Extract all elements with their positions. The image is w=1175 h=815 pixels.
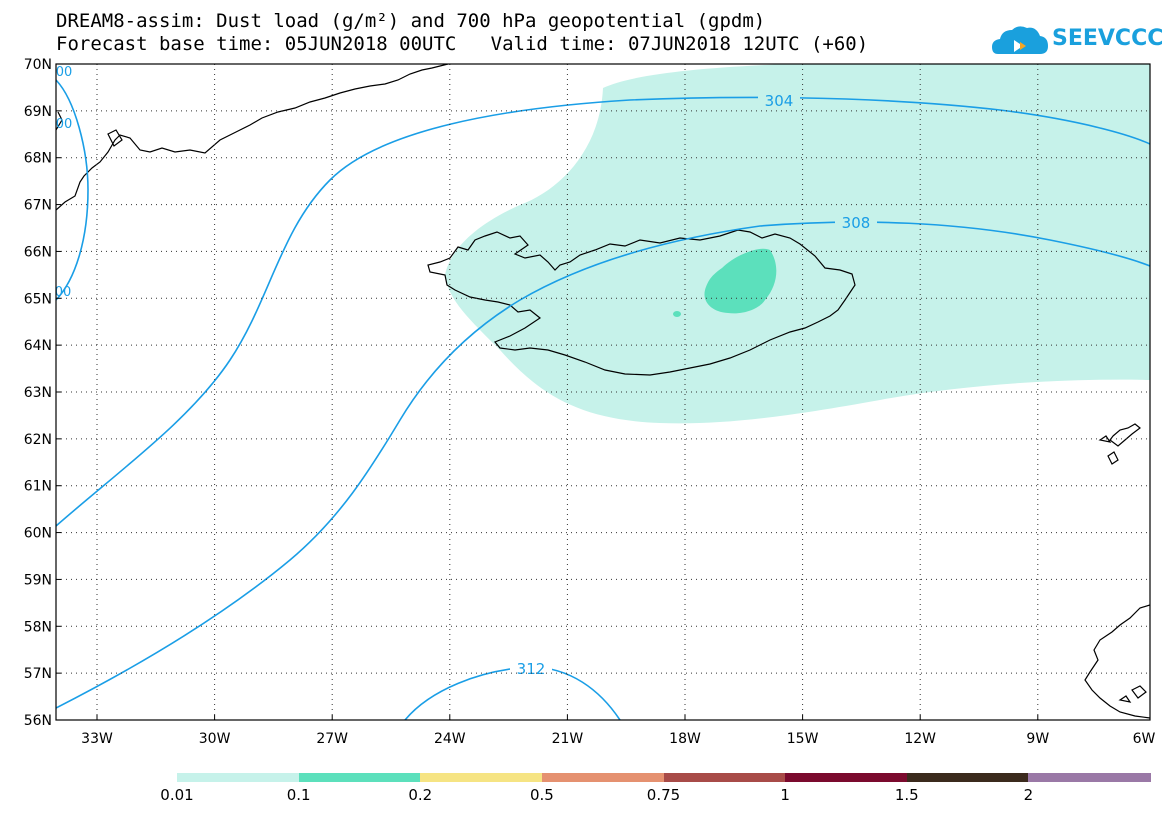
latitude-label: 70N	[24, 57, 52, 73]
contour-label-300a: 00	[56, 65, 73, 80]
contour-label-304: 304	[765, 92, 794, 110]
longitude-label: 12W	[904, 731, 936, 747]
latitude-axis: 70N 69N 68N 67N 66N 65N 64N 63N 62N 61N 60N 59N 58N 5…	[24, 57, 61, 729]
colorbar-label: 0.1	[286, 786, 311, 804]
latitude-label: 67N	[24, 198, 52, 214]
chart-title: DREAM8-assim: Dust load (g/m²) and 700 h…	[56, 10, 766, 32]
logo-text: SEEVCCC	[1052, 26, 1164, 51]
latitude-label: 62N	[24, 432, 52, 448]
colorbar-label: 1	[780, 786, 790, 804]
contour-304	[56, 96, 1150, 527]
contour-300-a	[56, 79, 89, 301]
latitude-label: 61N	[24, 479, 52, 495]
colorbar-label: 0.2	[408, 786, 433, 804]
latitude-label: 63N	[24, 385, 52, 401]
longitude-label: 27W	[316, 731, 348, 747]
dust-area-light	[445, 64, 1150, 424]
longitude-label: 33W	[81, 731, 113, 747]
colorbar-label: 0.5	[529, 786, 554, 804]
longitude-label: 15W	[787, 731, 819, 747]
longitude-label: 6W	[1133, 731, 1156, 747]
latitude-label: 64N	[24, 338, 52, 354]
contour-label-308: 308	[842, 214, 871, 232]
colorbar-label: 1.5	[894, 786, 919, 804]
latitude-label: 56N	[24, 713, 52, 729]
latitude-label: 69N	[24, 104, 52, 120]
colorbar-label: 0.01	[160, 786, 194, 804]
latitude-label: 57N	[24, 666, 52, 682]
colorbar-segment	[420, 773, 543, 782]
longitude-label: 24W	[434, 731, 466, 747]
contour-label-300c: 00	[55, 285, 72, 300]
colorbar-segment	[906, 773, 1029, 782]
colorbar-segment	[298, 773, 421, 782]
latitude-label: 65N	[24, 291, 52, 307]
contour-label-312: 312	[517, 660, 546, 678]
longitude-label: 30W	[199, 731, 231, 747]
colorbar-label: 0.75	[646, 786, 681, 804]
dust-spot	[673, 311, 681, 317]
colorbar-segment	[177, 773, 300, 782]
colorbar-segment	[1028, 773, 1151, 782]
latitude-label: 60N	[24, 526, 52, 542]
longitude-axis: 33W 30W 27W 24W 21W 18W 15W 12W 9W 6W	[81, 715, 1156, 747]
dust-area-medium	[704, 248, 777, 314]
contour-label-300b: 00	[56, 117, 73, 132]
latitude-label: 59N	[24, 572, 52, 588]
longitude-label: 9W	[1026, 731, 1049, 747]
colorbar-segment	[541, 773, 664, 782]
seevccc-logo: SEEVCCC	[990, 18, 1170, 62]
latitude-label: 58N	[24, 619, 52, 635]
cloud-icon	[992, 26, 1048, 54]
longitude-label: 21W	[552, 731, 584, 747]
longitude-label: 18W	[669, 731, 701, 747]
chart-subtitle: Forecast base time: 05JUN2018 00UTC Vali…	[56, 33, 869, 55]
coastline	[56, 64, 1150, 719]
colorbar-segment	[663, 773, 786, 782]
latitude-label: 68N	[24, 151, 52, 167]
colorbar-segment	[785, 773, 908, 782]
contour-labels: 304 308 312 00 00 00	[55, 65, 877, 678]
contour-308	[56, 221, 1150, 709]
colorbar-label: 2	[1023, 786, 1034, 804]
latitude-label: 66N	[24, 244, 52, 260]
